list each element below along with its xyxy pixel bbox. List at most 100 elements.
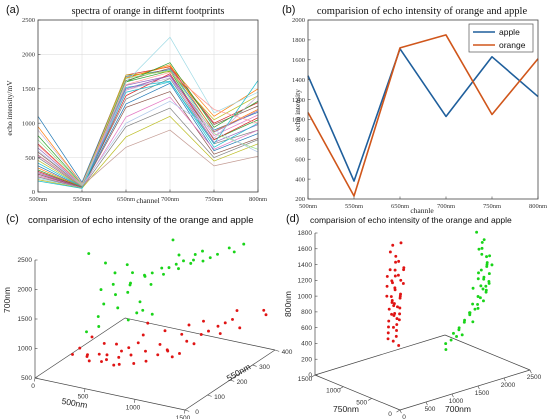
data-point-series-0 (457, 328, 461, 332)
y-tick-label: 0 (32, 189, 35, 196)
x-tick-label: 500nm (29, 196, 47, 203)
data-point-series-1 (390, 279, 394, 283)
y-tick-label: 0 (195, 409, 199, 416)
data-point-series-1 (180, 332, 184, 336)
panel-d-points (385, 230, 494, 351)
z-tick-label: 800 (301, 309, 312, 316)
data-point-series-1 (127, 346, 131, 350)
panel-b-legend: apple orange (468, 23, 534, 53)
data-point-series-1 (144, 349, 147, 353)
series-line-20 (37, 80, 259, 189)
y-tick-mark (368, 398, 372, 401)
data-point-series-1 (390, 312, 394, 316)
x-tick-label: 0 (402, 414, 406, 419)
panel-a-plot-frame (37, 19, 259, 193)
data-point-series-0 (444, 348, 448, 351)
data-point-series-1 (262, 308, 266, 312)
panel-c-3d-axes: 0500100015000100200300400500100015002000… (18, 257, 293, 419)
x-tick-label: 750nm (483, 203, 501, 210)
x-tick-mark (477, 385, 480, 390)
data-point-series-1 (394, 260, 398, 264)
data-point-series-0 (462, 320, 466, 324)
data-point-series-0 (114, 293, 117, 297)
panel-b-xlabel: channle (410, 206, 434, 215)
data-point-series-1 (223, 321, 227, 325)
data-point-series-0 (143, 274, 147, 278)
y-tick-mark (207, 394, 212, 397)
data-point-series-0 (174, 262, 178, 266)
data-point-series-0 (177, 267, 180, 271)
data-point-series-1 (235, 309, 239, 312)
data-point-series-1 (394, 334, 398, 338)
data-point-series-1 (264, 313, 268, 317)
data-point-series-1 (100, 360, 103, 363)
data-point-series-0 (232, 250, 236, 254)
floor-edge (314, 334, 446, 376)
z-tick-label: 1400 (298, 262, 313, 269)
data-point-series-1 (97, 352, 101, 356)
data-point-series-1 (390, 301, 394, 304)
data-point-series-0 (193, 253, 197, 256)
data-point-series-0 (473, 307, 477, 311)
series-line-12 (37, 62, 259, 188)
z-tick-label: 2000 (18, 287, 33, 294)
data-point-series-0 (129, 281, 132, 285)
data-point-series-0 (482, 238, 486, 242)
y-tick-mark (252, 364, 257, 367)
data-point-series-0 (242, 242, 246, 246)
data-point-series-0 (476, 277, 480, 281)
data-point-series-0 (189, 261, 193, 265)
data-point-series-0 (126, 290, 130, 294)
data-point-series-1 (396, 273, 400, 277)
y-tick-label: 1800 (292, 37, 305, 44)
data-point-series-0 (104, 261, 107, 265)
data-point-series-0 (482, 299, 485, 303)
y-tick-label: 600 (295, 156, 305, 163)
z-tick-label: 500 (21, 375, 32, 382)
data-point-series-0 (479, 268, 483, 272)
panel-a-y-ticks: 0 500 1000 1500 2000 2500 (22, 17, 41, 196)
z-tick-label: 600 (301, 325, 312, 332)
panel-a-label: (a) (6, 4, 19, 16)
data-point-series-0 (487, 272, 491, 276)
panel-c-title: comparision of echo intensity of the ora… (28, 215, 254, 226)
data-point-series-0 (131, 271, 134, 275)
data-point-series-0 (479, 284, 483, 288)
data-point-series-0 (116, 306, 120, 310)
data-point-series-0 (87, 252, 91, 256)
series-line-orange (307, 34, 539, 197)
data-point-series-1 (395, 329, 398, 332)
data-point-series-0 (126, 318, 130, 322)
data-point-series-0 (484, 284, 488, 288)
series-line-22 (37, 69, 259, 186)
data-point-series-1 (78, 346, 82, 350)
y-tick-mark (229, 379, 235, 382)
z-tick-label: 1800 (298, 230, 313, 237)
x-tick-label: 550nm (345, 203, 363, 210)
y-tick-label: 500 (356, 399, 367, 406)
data-point-series-1 (71, 352, 74, 356)
y-tick-label: 2500 (22, 17, 35, 24)
x-tick-label: 700nm (161, 196, 179, 203)
data-point-series-0 (227, 246, 231, 250)
y-tick-label: 300 (259, 364, 270, 371)
data-point-series-1 (402, 268, 406, 272)
z-tick-label: 200 (301, 356, 312, 363)
x-tick-label: 650nm (117, 196, 135, 203)
data-point-series-0 (138, 300, 142, 304)
data-point-series-1 (398, 296, 402, 300)
data-point-series-1 (392, 314, 396, 317)
y-axis-line (314, 374, 401, 411)
y-tick-label: 1200 (292, 97, 305, 104)
panel-a-xlabel: channel (136, 196, 159, 205)
data-point-series-0 (471, 302, 475, 306)
data-point-series-0 (471, 320, 475, 324)
panel-b-title: comparision of echo intensity of orange … (317, 6, 528, 17)
data-point-series-1 (218, 332, 222, 335)
panel-a-title: spectra of orange in differnt footprints (72, 6, 225, 17)
series-line-8 (37, 71, 259, 187)
series-line-10 (37, 82, 259, 188)
data-point-series-1 (156, 353, 160, 357)
data-point-series-0 (160, 266, 164, 270)
